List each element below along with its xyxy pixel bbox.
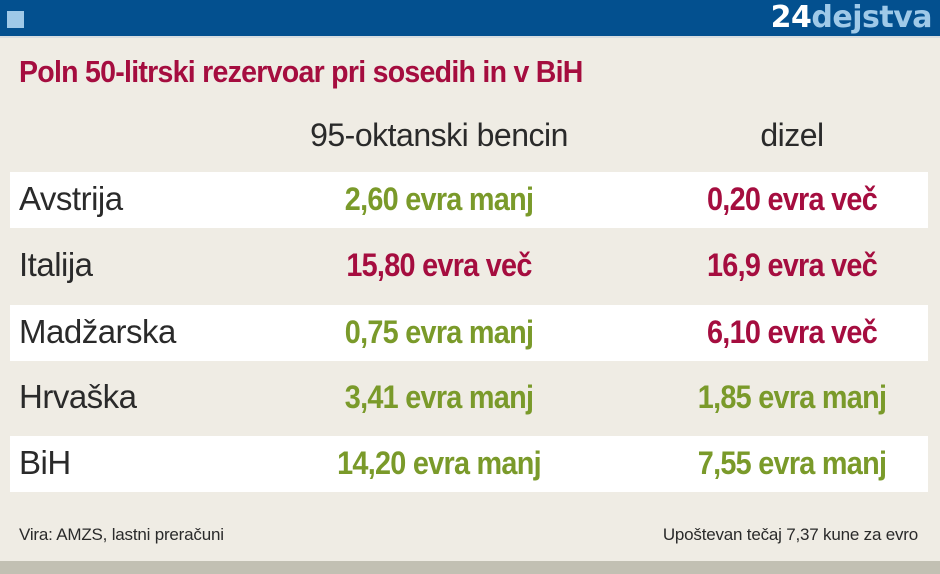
diesel-value: 0,20 evra več	[706, 181, 878, 217]
petrol-value: 2,60 evra manj	[344, 181, 534, 217]
table-row-italy: Italija 15,80 evra več 16,9 evra več	[10, 238, 928, 294]
diesel-value: 16,9 evra več	[706, 247, 878, 283]
logo-number: 24	[770, 0, 812, 35]
table-row-hungary: Madžarska 0,75 evra manj 6,10 evra več	[10, 305, 928, 361]
table-row-bih: BiH 14,20 evra manj 7,55 evra manj	[10, 436, 928, 492]
country-label: Madžarska	[19, 313, 176, 350]
country-label: Avstrija	[19, 180, 123, 217]
country-label: BiH	[19, 444, 71, 481]
country-label: Italija	[19, 246, 93, 283]
column-header-petrol: 95-oktanski bencin	[310, 117, 568, 153]
exchange-rate-note: Upoštevan tečaj 7,37 kune za evro	[662, 525, 918, 544]
petrol-value: 3,41 evra manj	[344, 379, 534, 415]
header-bar: 24dejstva	[0, 0, 940, 38]
bottom-bar	[0, 561, 940, 574]
diesel-value: 7,55 evra manj	[697, 445, 887, 481]
diesel-value: 6,10 evra več	[706, 314, 878, 350]
source-note: Vira: AMZS, lastni preračuni	[19, 525, 224, 544]
logo: 24dejstva	[770, 0, 933, 35]
petrol-value: 14,20 evra manj	[337, 445, 541, 481]
diesel-value: 1,85 evra manj	[697, 379, 887, 415]
petrol-value: 15,80 evra več	[346, 247, 532, 283]
petrol-value: 0,75 evra manj	[344, 314, 534, 350]
country-label: Hrvaška	[19, 378, 137, 415]
column-header-diesel: dizel	[760, 117, 824, 153]
square-icon	[7, 11, 24, 28]
table-row-croatia: Hrvaška 3,41 evra manj 1,85 evra manj	[10, 370, 928, 426]
logo-word: dejstva	[811, 0, 932, 35]
table-row-austria: Avstrija 2,60 evra manj 0,20 evra več	[10, 172, 928, 228]
infographic-title: Poln 50-litrski rezervoar pri sosedih in…	[19, 54, 583, 89]
